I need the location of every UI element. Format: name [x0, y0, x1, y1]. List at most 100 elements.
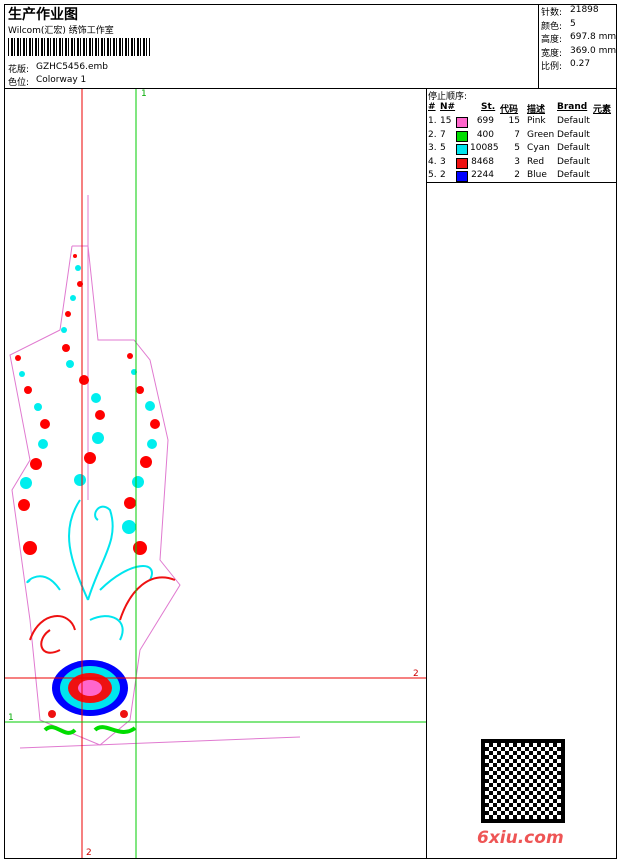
dot	[127, 353, 133, 359]
design: GZHC5456.emb	[36, 62, 108, 72]
description: Cyan	[527, 143, 550, 153]
brand: Default	[557, 156, 590, 167]
stitches: 8468	[471, 156, 494, 167]
outline	[19, 736, 301, 749]
dot	[75, 265, 81, 271]
description: Blue	[527, 170, 547, 180]
sequence-title: 停止顺序:	[428, 92, 468, 102]
needle: 15	[440, 116, 452, 126]
dot	[136, 386, 144, 394]
stat-value: 21898	[570, 5, 599, 15]
stat-value: 0.27	[570, 59, 591, 69]
colorway-label: 色位:	[8, 78, 30, 88]
sequence-box	[426, 88, 617, 183]
stat-label: 宽度:	[541, 48, 563, 59]
dot	[124, 497, 136, 509]
column-header: 元素	[593, 105, 612, 115]
brand: Default	[557, 170, 590, 180]
order: 3.	[428, 143, 437, 153]
dot	[150, 419, 160, 429]
order: 5.	[428, 170, 437, 180]
needle: 3	[440, 156, 446, 167]
column-header: Brand	[557, 102, 588, 112]
qr-code	[481, 739, 565, 823]
dot	[74, 474, 86, 486]
swatch	[456, 171, 468, 182]
dot	[40, 419, 50, 429]
dot	[70, 295, 76, 301]
code: 7	[514, 129, 520, 140]
stitches: 10085	[470, 143, 499, 153]
column-header: 代码	[500, 105, 519, 115]
column-header: St.	[481, 102, 496, 112]
stat-value: 697.8 mm	[570, 32, 617, 42]
dot	[122, 520, 136, 534]
description: Green	[527, 129, 555, 140]
dot	[147, 439, 157, 449]
column-header: #	[428, 102, 436, 112]
brand: Default	[557, 129, 590, 140]
flower	[48, 660, 128, 718]
guide-label: 1	[8, 713, 14, 723]
dot	[24, 386, 32, 394]
dot	[62, 344, 70, 352]
dot	[95, 410, 105, 420]
outline	[9, 245, 181, 746]
code: 5	[514, 143, 520, 153]
description: Pink	[527, 116, 546, 126]
guide-label: 2	[86, 848, 92, 858]
design-label: 花版:	[8, 65, 30, 75]
dot	[91, 393, 101, 403]
dot	[84, 452, 96, 464]
title: 生产作业图	[8, 7, 78, 23]
dot	[92, 432, 104, 444]
dot	[15, 355, 21, 361]
dot	[79, 375, 89, 385]
barcode	[8, 38, 150, 56]
stat-value: 369.0 mm	[570, 45, 617, 56]
needle: 5	[440, 143, 446, 153]
swatch	[456, 130, 468, 142]
dot	[19, 371, 25, 377]
brand: Default	[557, 116, 590, 126]
swatch	[456, 157, 468, 169]
watermark: 6xiu.com	[477, 828, 564, 848]
guide-label: 2	[413, 669, 419, 679]
dot	[132, 476, 144, 488]
motif	[26, 499, 176, 735]
column-header: 描述	[527, 105, 546, 115]
dot	[38, 439, 48, 449]
stat-label: 比例:	[541, 62, 563, 72]
description: Red	[527, 156, 545, 167]
dot	[145, 401, 155, 411]
code: 3	[514, 156, 520, 167]
guide-label: 1	[141, 89, 147, 99]
dot	[34, 403, 42, 411]
needle: 7	[440, 129, 446, 140]
dot	[65, 311, 71, 317]
brand: Default	[557, 143, 590, 153]
column-header: N#	[440, 102, 456, 112]
order: 4.	[428, 156, 437, 167]
needle: 2	[440, 170, 446, 180]
stat-label: 针数:	[541, 8, 563, 18]
dot	[20, 477, 32, 489]
code: 2	[514, 170, 520, 180]
dot	[30, 458, 42, 470]
dot	[73, 254, 77, 258]
dot	[140, 456, 152, 468]
colorway: Colorway 1	[36, 75, 87, 85]
dot	[23, 541, 37, 555]
stat-value: 5	[570, 18, 576, 29]
dot	[18, 499, 30, 511]
code: 15	[508, 116, 520, 126]
order: 1.	[428, 116, 437, 126]
stat-label: 颜色:	[541, 21, 563, 32]
order: 2.	[428, 129, 437, 140]
stat-label: 高度:	[541, 35, 563, 45]
dot	[133, 541, 147, 555]
stitches: 400	[476, 129, 494, 140]
dot	[66, 360, 74, 368]
subtitle: Wilcom(汇宏) 绣饰工作室	[8, 26, 114, 36]
